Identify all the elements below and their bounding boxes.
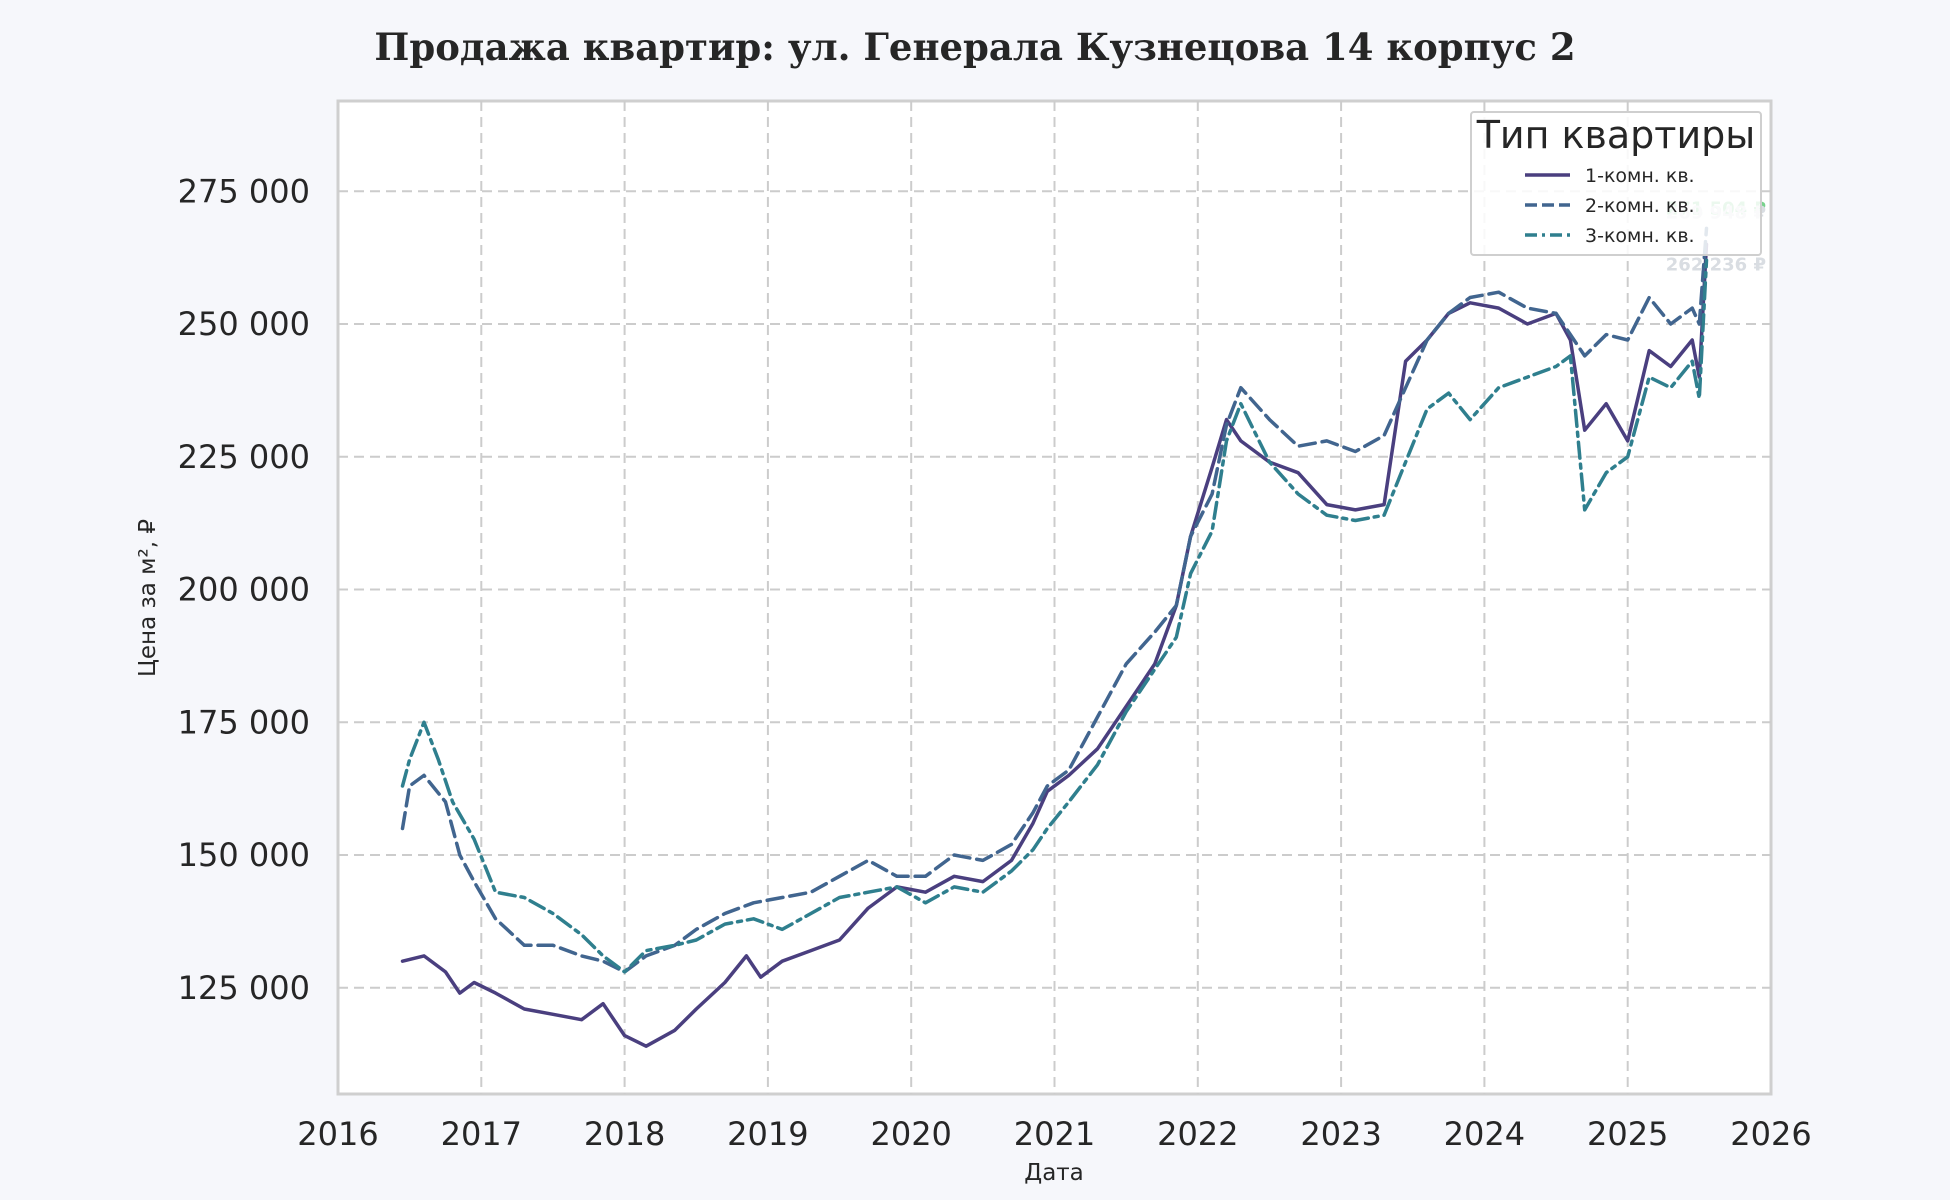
- x-tick-label: 2019: [727, 1115, 808, 1153]
- x-tick-label: 2024: [1444, 1115, 1525, 1153]
- x-tick-label: 2021: [1014, 1115, 1095, 1153]
- legend-box: [1470, 111, 1762, 256]
- series-line-1: [400, 242, 1709, 1048]
- series-line-2: [400, 226, 1709, 974]
- y-tick-label: 175 000: [178, 703, 310, 741]
- x-axis-label: Дата: [1024, 1160, 1084, 1186]
- y-axis-ticks: 125 000 150 000 175 000 200 000 225 000 250 0…: [178, 172, 310, 1007]
- y-tick-label: 125 000: [178, 969, 310, 1007]
- series-lines: [400, 226, 1709, 1048]
- y-tick-label: 200 000: [178, 571, 310, 609]
- chart-title: Продажа квартир: ул. Генерала Кузнецова …: [374, 25, 1575, 69]
- x-tick-label: 2023: [1300, 1115, 1381, 1153]
- legend-label-1: 1-комн. кв.: [1585, 165, 1695, 187]
- x-tick-label: 2016: [297, 1115, 378, 1153]
- series-end-label-3: 262 236 ₽: [1666, 254, 1766, 275]
- x-tick-label: 2026: [1730, 1115, 1811, 1153]
- y-tick-label: 225 000: [178, 438, 310, 476]
- x-tick-label: 2018: [584, 1115, 665, 1153]
- y-tick-label: 150 000: [178, 836, 310, 874]
- legend-items: 1-комн. кв. 2-комн. кв. 3-комн. кв.: [1525, 165, 1695, 247]
- series-line-3: [400, 258, 1709, 974]
- x-axis-ticks: 2016 2017 2018 2019 2020 2021 2022 2023 2024 2025…: [297, 1115, 1811, 1153]
- x-tick-label: 2020: [870, 1115, 951, 1153]
- x-tick-label: 2022: [1157, 1115, 1238, 1153]
- legend-label-2: 2-комн. кв.: [1585, 195, 1695, 217]
- y-tick-label: 275 000: [178, 172, 310, 210]
- legend-title: Тип квартиры: [1476, 113, 1756, 157]
- legend-label-3: 3-комн. кв.: [1585, 225, 1695, 247]
- grid-lines: [338, 101, 1771, 1094]
- y-axis-label: Цена за м², ₽: [135, 519, 161, 677]
- y-tick-label: 250 000: [178, 305, 310, 343]
- x-tick-label: 2025: [1587, 1115, 1668, 1153]
- x-tick-label: 2017: [441, 1115, 522, 1153]
- legend: Тип квартиры 1-комн. кв. 2-комн. кв. 3-ком…: [1470, 111, 1762, 256]
